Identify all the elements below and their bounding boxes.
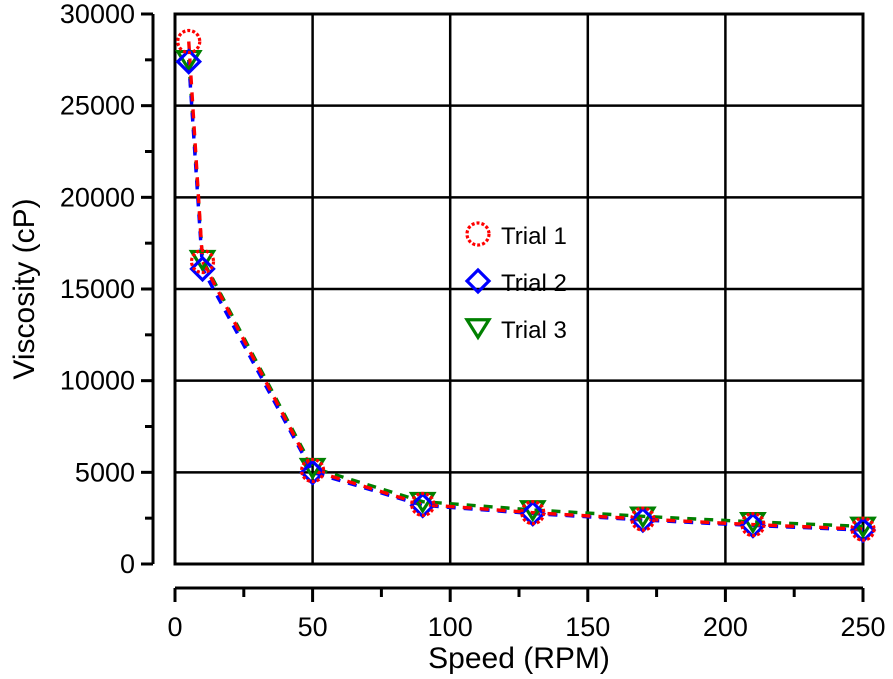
marker-diamond xyxy=(464,267,492,295)
marker-diamond xyxy=(189,255,216,283)
x-tick-label: 50 xyxy=(298,612,328,642)
marker-circle xyxy=(176,28,202,55)
series-line-2 xyxy=(187,61,864,532)
data-series-group xyxy=(174,28,877,544)
y-tick-label: 30000 xyxy=(60,0,135,29)
axis-spines xyxy=(151,14,863,590)
legend-entry-3[interactable]: Trial 3 xyxy=(464,317,567,344)
series-markers-1 xyxy=(176,28,876,542)
marker-circle xyxy=(740,511,766,538)
y-tick-label: 10000 xyxy=(60,366,135,396)
series-line-1 xyxy=(187,41,864,531)
marker-diamond xyxy=(299,459,326,486)
legend-entry-2[interactable]: Trial 2 xyxy=(464,267,567,297)
y-tick-label: 25000 xyxy=(60,91,135,121)
x-tick-label: 250 xyxy=(840,612,885,642)
x-axis-title: Speed (RPM) xyxy=(428,642,610,675)
x-tick-label: 100 xyxy=(428,612,473,642)
x-axis-ticks: 0 50 100 150 200 250 xyxy=(167,588,886,642)
marker-circle xyxy=(300,457,326,484)
marker-circle xyxy=(465,221,491,247)
legend-label-1: Trial 1 xyxy=(501,223,567,250)
plot-frame xyxy=(173,12,865,566)
legend: Trial 1 Trial 2 Trial 3 xyxy=(464,221,567,344)
legend-label-3: Trial 3 xyxy=(501,317,567,344)
x-tick-label: 0 xyxy=(167,612,182,642)
x-tick-label: 200 xyxy=(703,612,748,642)
marker-circle xyxy=(850,516,876,542)
marker-diamond xyxy=(175,48,203,75)
marker-circle xyxy=(630,506,656,532)
y-axis-title: Viscosity (cP) xyxy=(8,198,41,379)
y-tick-label: 15000 xyxy=(60,274,135,304)
grid-lines xyxy=(175,14,863,564)
y-tick-label: 20000 xyxy=(60,182,135,212)
y-tick-label: 0 xyxy=(120,549,135,579)
y-tick-label: 5000 xyxy=(75,457,135,487)
marker-circle xyxy=(410,491,436,518)
legend-entry-1[interactable]: Trial 1 xyxy=(465,221,567,250)
marker-triangle-down xyxy=(464,318,492,341)
marker-circle xyxy=(520,500,546,526)
marker-circle xyxy=(189,248,216,275)
y-axis-ticks: 0 5000 10000 15000 20000 25000 30000 xyxy=(60,0,153,579)
x-tick-label: 150 xyxy=(565,612,610,642)
legend-label-2: Trial 2 xyxy=(501,270,567,297)
